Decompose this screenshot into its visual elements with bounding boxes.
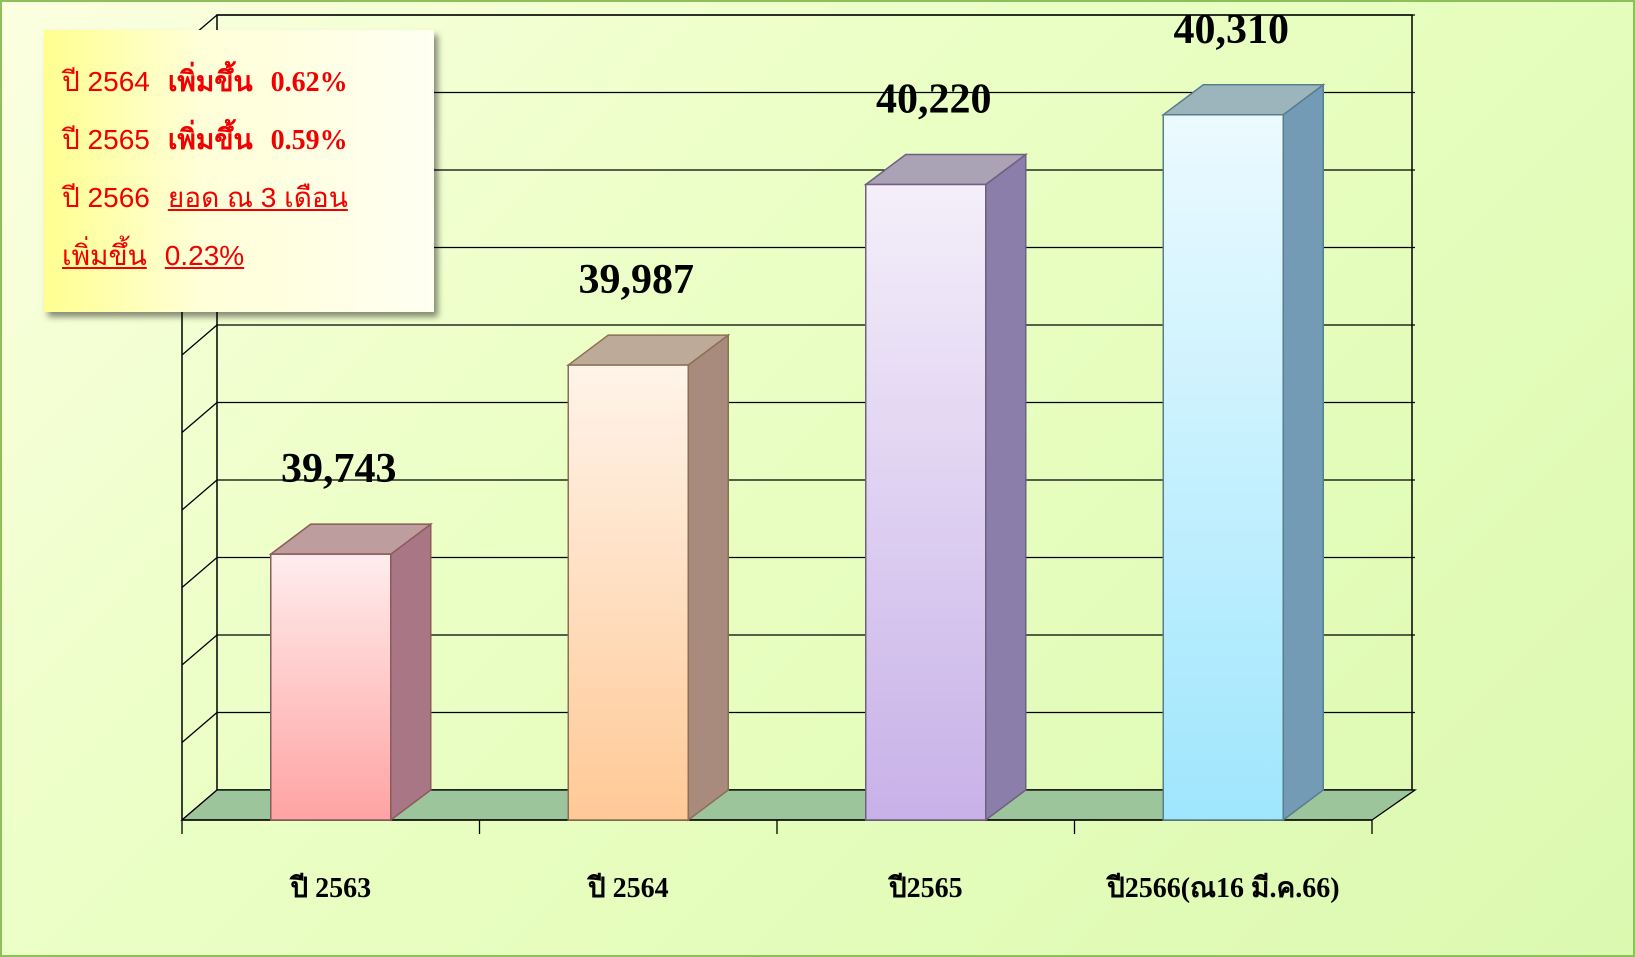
bar-side xyxy=(390,522,432,822)
annotation-line: ปี 2564 เพิ่มขึ้น 0.62% xyxy=(62,60,434,118)
bar xyxy=(1162,114,1284,821)
side-grid-line xyxy=(181,712,218,743)
bar xyxy=(567,364,689,821)
x-tick-label: ปี2566(ณ16 มี.ค.66) xyxy=(1105,872,1340,904)
side-grid-line xyxy=(181,479,218,511)
annotation-line: ปี 2566 ยอด ณ 3 เดือน xyxy=(62,176,434,234)
x-tick-label: ปี2565 xyxy=(887,872,963,904)
annotation-text: ยอด ณ 3 เดือน xyxy=(167,182,348,213)
annotation-box: ปี 2564 เพิ่มขึ้น 0.62% ปี 2565 เพิ่มขึ้น 0.… xyxy=(44,30,434,312)
side-grid-line xyxy=(181,634,218,666)
value-label: 40,310 xyxy=(1174,7,1290,53)
annotation-text: เพิ่มขึ้น xyxy=(62,240,147,271)
bar-side xyxy=(687,333,729,822)
annotation-text: เพิ่มขึ้น xyxy=(167,124,253,155)
annotation-text: ปี 2566 xyxy=(62,182,150,213)
bar-side xyxy=(985,153,1027,822)
annotation-text: 0.62% xyxy=(270,67,348,98)
annotation-line: ปี 2565 เพิ่มขึ้น 0.59% xyxy=(62,118,434,176)
annotation-text: เพิ่มขึ้น xyxy=(167,66,253,97)
x-tick-label: ปี 2564 xyxy=(586,872,669,904)
value-label: 40,220 xyxy=(876,77,992,123)
side-grid-line xyxy=(181,557,218,588)
value-label: 39,743 xyxy=(281,446,397,492)
value-label: 39,987 xyxy=(579,257,695,303)
bar-side xyxy=(1282,83,1324,822)
x-tick-label: ปี 2563 xyxy=(288,872,371,904)
side-grid-line xyxy=(181,324,218,356)
bar xyxy=(270,553,392,821)
side-grid-line xyxy=(181,402,218,433)
annotation-line: เพิ่มขึ้น 0.23% xyxy=(62,234,434,292)
annotation-text: 0.23% xyxy=(164,240,245,271)
annotation-text: ปี 2564 xyxy=(62,66,150,97)
annotation-text: ปี 2565 xyxy=(62,124,150,155)
annotation-text: 0.59% xyxy=(270,125,348,156)
bar xyxy=(865,183,987,821)
